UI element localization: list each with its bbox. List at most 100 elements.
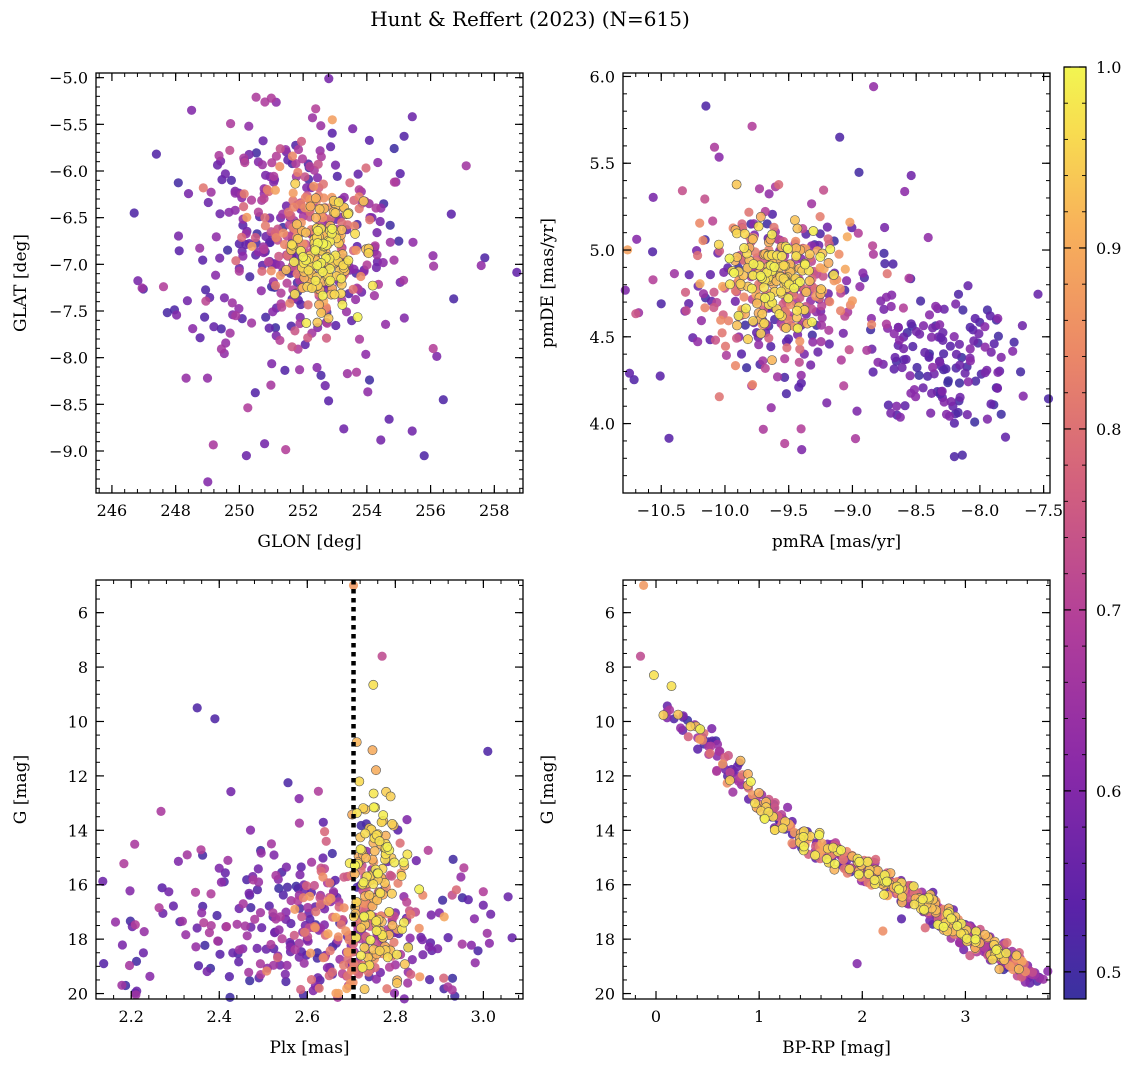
pm-point [797, 445, 807, 455]
sky-point [365, 215, 375, 225]
pm-point [792, 323, 803, 334]
sky-point [240, 157, 250, 168]
plx-point [407, 955, 417, 965]
pm-point [739, 228, 750, 239]
pm-point [757, 308, 768, 319]
cmd-point [952, 921, 963, 931]
pm-point [840, 264, 850, 274]
cmd-point [712, 766, 722, 777]
pm-point [736, 349, 747, 359]
plx-point [244, 967, 254, 978]
sky-point [198, 183, 208, 193]
pm-point [946, 397, 956, 407]
cmd-point [1002, 938, 1012, 948]
pm-point [897, 362, 907, 373]
cmd-point [854, 856, 865, 867]
sky-point [352, 312, 363, 322]
cmd-point [838, 855, 848, 865]
pm-point [888, 259, 898, 269]
pm-point [778, 260, 789, 271]
plx-point [466, 940, 476, 950]
pm-point [989, 339, 999, 349]
pm-x-axis-label: pmRA [mas/yr] [772, 532, 901, 552]
sky-point [348, 124, 358, 134]
plx-point [463, 895, 473, 905]
sky-point [446, 209, 456, 219]
pm-y-tick-label: 5.0 [590, 241, 615, 260]
sky-point [258, 136, 268, 146]
plx-point [206, 889, 216, 899]
plx-point [389, 857, 400, 868]
pm-point [753, 221, 764, 232]
cmd-point [917, 894, 928, 905]
pm-point [824, 325, 834, 335]
plx-y-tick-label: 14 [68, 821, 88, 840]
sky-point [250, 388, 260, 398]
pm-point [819, 185, 829, 195]
cmd-point [705, 748, 715, 758]
pm-point [732, 320, 742, 331]
plx-point [318, 953, 328, 963]
pm-point [681, 306, 691, 316]
sky-point [260, 213, 270, 223]
cmd-point [666, 681, 677, 691]
plx-point [406, 969, 416, 980]
plx-point [264, 901, 274, 911]
sky-point [343, 209, 353, 219]
sky-point [419, 451, 429, 461]
pm-point [714, 392, 724, 402]
cmd-point [991, 945, 1002, 955]
plx-point [234, 957, 244, 967]
pm-point [755, 328, 766, 339]
pm-point [767, 209, 778, 219]
cmd-point [920, 923, 930, 933]
pm-point [852, 406, 862, 416]
sky-point [278, 228, 288, 238]
plx-point [382, 984, 392, 994]
plx-point [269, 850, 279, 860]
plx-point [271, 870, 281, 881]
plx-point [278, 890, 288, 900]
sky-point [158, 282, 169, 292]
sky-point [301, 318, 312, 328]
pm-point [758, 356, 768, 366]
pm-point [789, 283, 800, 294]
sky-point [275, 144, 285, 154]
plx-point [190, 887, 201, 897]
pm-point [632, 234, 642, 244]
pm-point [700, 303, 710, 313]
sky-point [234, 304, 244, 314]
cmd-point [754, 788, 764, 798]
sky-point [345, 178, 355, 188]
pm-point [724, 253, 735, 264]
sky-point [282, 278, 292, 288]
plx-point [403, 942, 414, 953]
plx-point [273, 953, 283, 963]
sky-y-tick-label: −5.5 [49, 115, 88, 134]
sky-point [384, 414, 394, 424]
sky-point [262, 185, 272, 195]
sky-point [326, 142, 336, 152]
pm-point [766, 341, 776, 352]
pm-point [760, 363, 770, 373]
plx-point [177, 916, 187, 926]
sky-point [206, 187, 216, 197]
plx-point [164, 887, 174, 897]
cmd-point [1043, 966, 1053, 976]
sky-point [351, 367, 362, 377]
pm-point [912, 362, 922, 373]
pm-point [965, 344, 975, 354]
plx-point [399, 917, 409, 928]
plx-point [483, 746, 493, 757]
sky-point [337, 299, 348, 310]
pm-point [790, 215, 800, 225]
sky-point [290, 326, 300, 336]
pm-point [868, 249, 879, 259]
sky-x-tick-label: 252 [288, 501, 319, 520]
colorbar-tick-label: 0.9 [1096, 239, 1121, 258]
pm-point [980, 322, 990, 332]
sky-point [289, 256, 299, 267]
plx-point [359, 911, 369, 922]
cmd-y-tick-label: 18 [595, 930, 615, 949]
